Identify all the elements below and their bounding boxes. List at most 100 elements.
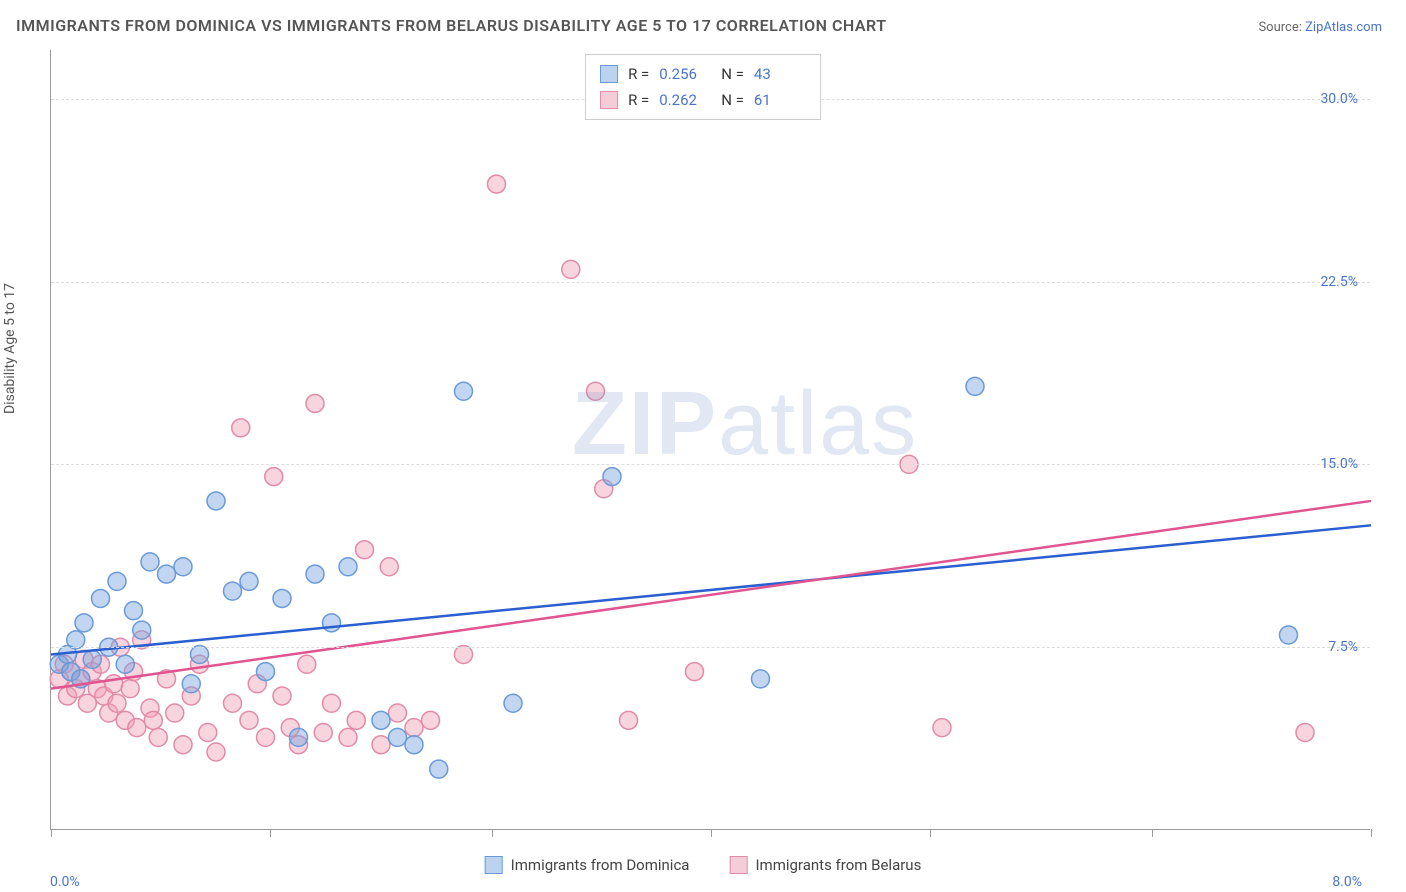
x-tick [930,829,931,837]
x-max-label: 8.0% [1332,874,1362,890]
data-point-belarus[interactable] [199,724,217,742]
data-point-belarus[interactable] [240,711,258,729]
data-point-belarus[interactable] [306,394,324,412]
x-tick [711,829,712,837]
regression-line-belarus [51,501,1371,689]
data-point-belarus[interactable] [273,687,291,705]
data-point-belarus[interactable] [298,655,316,673]
x-tick [1371,829,1372,837]
legend-swatch-dominica [600,65,618,83]
r-value-dominica: 0.256 [659,65,711,83]
legend-item-dominica: Immigrants from Dominica [485,856,690,874]
y-tick-label: 15.0% [1320,456,1358,472]
data-point-belarus[interactable] [686,663,704,681]
data-point-belarus[interactable] [265,468,283,486]
legend-swatch-dominica [485,856,503,874]
data-point-belarus[interactable] [105,675,123,693]
source-label: Source: [1258,20,1301,35]
data-point-dominica[interactable] [83,650,101,668]
data-point-belarus[interactable] [347,711,365,729]
n-label: N = [721,65,744,83]
data-point-belarus[interactable] [144,711,162,729]
data-point-belarus[interactable] [1296,724,1314,742]
data-point-dominica[interactable] [207,492,225,510]
data-point-dominica[interactable] [372,711,390,729]
y-axis-label: Disability Age 5 to 17 [2,283,18,414]
data-point-belarus[interactable] [405,719,423,737]
data-point-belarus[interactable] [562,260,580,278]
data-point-dominica[interactable] [158,565,176,583]
data-point-dominica[interactable] [290,728,308,746]
n-value-dominica: 43 [754,65,806,83]
data-point-belarus[interactable] [620,711,638,729]
data-point-belarus[interactable] [128,719,146,737]
data-point-dominica[interactable] [116,655,134,673]
y-tick-label: 30.0% [1320,91,1358,107]
data-point-dominica[interactable] [108,572,126,590]
data-point-belarus[interactable] [314,724,332,742]
plot-area: ZIPatlas 7.5%15.0%22.5%30.0% [50,50,1370,830]
data-point-dominica[interactable] [323,614,341,632]
data-point-dominica[interactable] [191,646,209,664]
legend-swatch-belarus [729,856,747,874]
legend-row-belarus: R = 0.262 N = 61 [600,87,806,113]
data-point-dominica[interactable] [752,670,770,688]
data-point-belarus[interactable] [356,541,374,559]
data-point-belarus[interactable] [232,419,250,437]
x-tick [270,829,271,837]
data-point-dominica[interactable] [174,558,192,576]
data-point-belarus[interactable] [933,719,951,737]
data-point-dominica[interactable] [389,728,407,746]
data-point-dominica[interactable] [273,589,291,607]
data-point-dominica[interactable] [306,565,324,583]
data-point-dominica[interactable] [455,382,473,400]
data-point-dominica[interactable] [1280,626,1298,644]
legend-row-dominica: R = 0.256 N = 43 [600,61,806,87]
data-point-dominica[interactable] [257,663,275,681]
data-point-dominica[interactable] [504,694,522,712]
data-point-belarus[interactable] [224,694,242,712]
data-point-belarus[interactable] [455,646,473,664]
data-point-dominica[interactable] [603,468,621,486]
data-point-belarus[interactable] [166,704,184,722]
data-point-dominica[interactable] [133,621,151,639]
data-point-belarus[interactable] [587,382,605,400]
data-point-dominica[interactable] [224,582,242,600]
y-tick-label: 22.5% [1320,274,1358,290]
data-point-dominica[interactable] [182,675,200,693]
data-point-dominica[interactable] [240,572,258,590]
data-point-belarus[interactable] [422,711,440,729]
data-point-belarus[interactable] [488,175,506,193]
data-point-belarus[interactable] [174,736,192,754]
data-point-belarus[interactable] [149,728,167,746]
gridline [51,464,1370,465]
r-label: R = [628,65,649,83]
data-point-belarus[interactable] [372,736,390,754]
data-point-belarus[interactable] [121,680,139,698]
data-point-belarus[interactable] [339,728,357,746]
data-point-belarus[interactable] [389,704,407,722]
data-point-dominica[interactable] [405,736,423,754]
data-point-belarus[interactable] [323,694,341,712]
data-point-dominica[interactable] [67,631,85,649]
source-value[interactable]: ZipAtlas.com [1305,20,1382,35]
data-point-belarus[interactable] [380,558,398,576]
data-point-belarus[interactable] [108,694,126,712]
y-tick-label: 7.5% [1328,639,1358,655]
n-value-belarus: 61 [754,91,806,109]
chart-title: IMMIGRANTS FROM DOMINICA VS IMMIGRANTS F… [16,16,887,35]
r-value-belarus: 0.262 [659,91,711,109]
data-point-dominica[interactable] [966,377,984,395]
r-label: R = [628,91,649,109]
data-point-dominica[interactable] [141,553,159,571]
legend-label-dominica: Immigrants from Dominica [511,856,690,874]
data-point-dominica[interactable] [75,614,93,632]
chart-container: IMMIGRANTS FROM DOMINICA VS IMMIGRANTS F… [0,0,1406,892]
source-attribution: Source: ZipAtlas.com [1258,20,1382,35]
data-point-dominica[interactable] [430,760,448,778]
data-point-dominica[interactable] [339,558,357,576]
data-point-belarus[interactable] [207,743,225,761]
data-point-dominica[interactable] [125,602,143,620]
data-point-belarus[interactable] [257,728,275,746]
data-point-dominica[interactable] [92,589,110,607]
